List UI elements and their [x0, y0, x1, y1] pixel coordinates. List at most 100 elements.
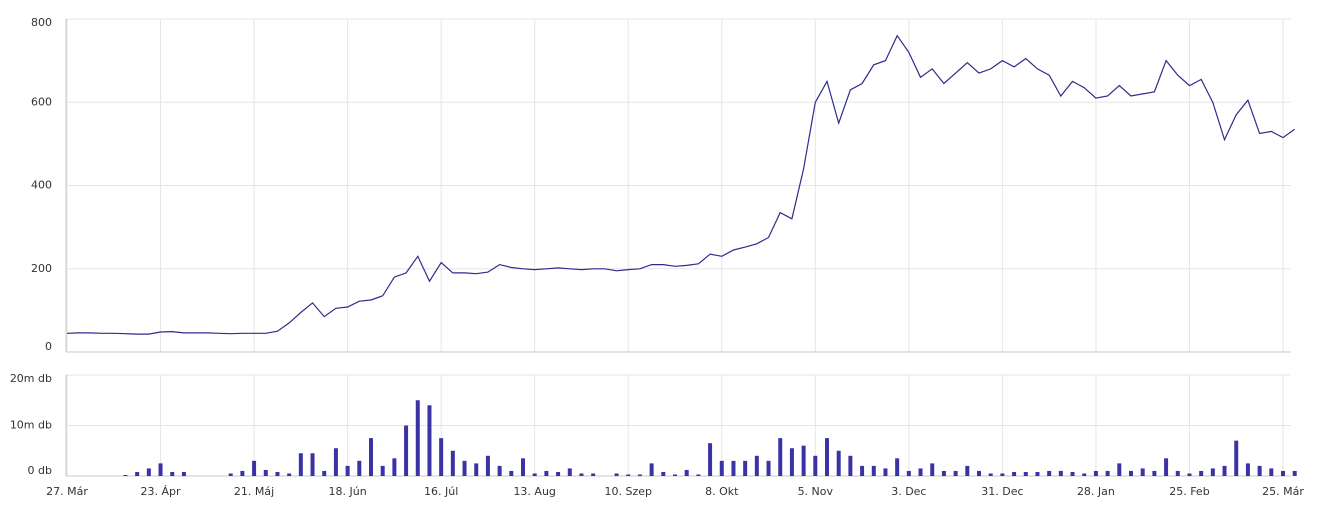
- volume-bar: [181, 471, 186, 476]
- y-tick-label: 0 db: [28, 464, 52, 477]
- y-tick-label: 0: [45, 340, 52, 353]
- volume-bar: [1199, 470, 1204, 476]
- volume-bar: [684, 469, 689, 476]
- volume-bar: [1082, 473, 1087, 476]
- price-line: [66, 34, 1296, 335]
- volume-bar: [778, 438, 783, 476]
- y-tick-label: 10m db: [10, 419, 52, 432]
- volume-bar: [825, 438, 829, 476]
- volume-bar: [614, 473, 619, 476]
- volume-bar: [392, 458, 397, 476]
- volume-bar: [719, 460, 724, 476]
- volume-bar: [521, 458, 525, 476]
- y-tick-label: 20m db: [10, 372, 52, 385]
- volume-bar: [1210, 468, 1215, 476]
- volume-bar: [1234, 440, 1239, 476]
- volume-bar: [228, 473, 233, 476]
- volume-bar: [930, 463, 935, 476]
- volume-bar: [1245, 463, 1250, 476]
- x-tick-label: 21. Máj: [234, 485, 274, 498]
- volume-bar: [965, 465, 970, 476]
- volume-bar: [322, 470, 327, 476]
- x-tick-label: 31. Dec: [981, 485, 1023, 498]
- volume-bar: [544, 470, 549, 476]
- volume-bar: [953, 470, 958, 476]
- volume-bar: [369, 438, 373, 476]
- volume-bar: [1175, 470, 1180, 476]
- volume-bar: [977, 470, 981, 476]
- volume-bar: [1000, 473, 1005, 476]
- volume-bar: [637, 474, 642, 476]
- volume-bar: [345, 465, 350, 476]
- volume-bar: [743, 460, 748, 476]
- volume-bar: [591, 473, 596, 476]
- volume-bar: [532, 473, 537, 476]
- volume-bar: [298, 453, 303, 476]
- volume-bar: [1257, 465, 1262, 476]
- x-tick-label: 25. Feb: [1169, 485, 1209, 498]
- volume-bar: [123, 474, 128, 476]
- volume-bar: [801, 445, 806, 476]
- x-tick-label: 27. Már: [46, 485, 88, 498]
- volume-bar: [556, 471, 561, 476]
- volume-bar: [906, 470, 911, 476]
- volume-bar: [860, 465, 865, 476]
- x-tick-label: 10. Szep: [604, 485, 652, 498]
- volume-bar: [1140, 468, 1145, 476]
- volume-bar: [240, 470, 245, 476]
- volume-bar: [509, 470, 514, 476]
- volume-bar: [883, 468, 888, 476]
- volume-bar: [708, 443, 713, 476]
- y-tick-label: 800: [31, 16, 52, 29]
- volume-bar: [1012, 471, 1017, 476]
- volume-bar: [1164, 458, 1169, 476]
- volume-bar: [567, 468, 572, 476]
- volume-bar: [1269, 468, 1274, 476]
- volume-bar: [836, 450, 841, 476]
- volume-bar: [696, 474, 701, 476]
- y-tick-label: 200: [31, 262, 52, 275]
- volume-bar: [1070, 471, 1075, 476]
- x-tick-label: 13. Aug: [513, 485, 555, 498]
- volume-bar: [1058, 470, 1063, 476]
- x-tick-label: 25. Már: [1262, 485, 1304, 498]
- volume-bar: [158, 463, 163, 476]
- volume-bar: [1292, 470, 1297, 476]
- volume-bar: [1093, 470, 1098, 476]
- volume-bar: [485, 455, 490, 476]
- x-tick-label: 28. Jan: [1077, 485, 1115, 498]
- volume-bar: [275, 471, 280, 476]
- y-tick-label: 400: [31, 179, 52, 192]
- x-tick-label: 8. Okt: [705, 485, 739, 498]
- y-tick-label: 600: [31, 95, 52, 108]
- volume-bar: [579, 473, 584, 476]
- volume-bar: [649, 463, 654, 476]
- volume-bar: [895, 458, 900, 476]
- volume-bar: [1047, 470, 1052, 476]
- x-tick-label: 23. Ápr: [141, 485, 181, 498]
- volume-bar: [357, 460, 362, 476]
- volume-bar: [404, 425, 409, 476]
- volume-bar: [813, 455, 818, 476]
- volume-bar: [462, 460, 467, 476]
- volume-bar: [1222, 465, 1227, 476]
- volume-bar: [848, 455, 853, 476]
- volume-bar: [439, 438, 444, 476]
- volume-bar: [497, 465, 502, 476]
- volume-bar: [415, 400, 420, 476]
- volume-bar: [1129, 470, 1133, 476]
- volume-bar: [918, 468, 923, 476]
- volume-bar: [450, 450, 455, 476]
- volume-bar: [1117, 463, 1122, 476]
- volume-bar: [287, 473, 292, 476]
- x-tick-label: 5. Nov: [798, 485, 834, 498]
- volume-bar: [988, 473, 993, 476]
- volume-bar: [766, 460, 771, 476]
- volume-bar: [673, 474, 677, 476]
- volume-bar: [1023, 471, 1028, 476]
- volume-bar: [474, 463, 479, 476]
- volume-bar: [170, 471, 175, 476]
- volume-bar: [380, 465, 385, 476]
- volume-bar: [1281, 470, 1285, 476]
- volume-bar: [333, 448, 338, 476]
